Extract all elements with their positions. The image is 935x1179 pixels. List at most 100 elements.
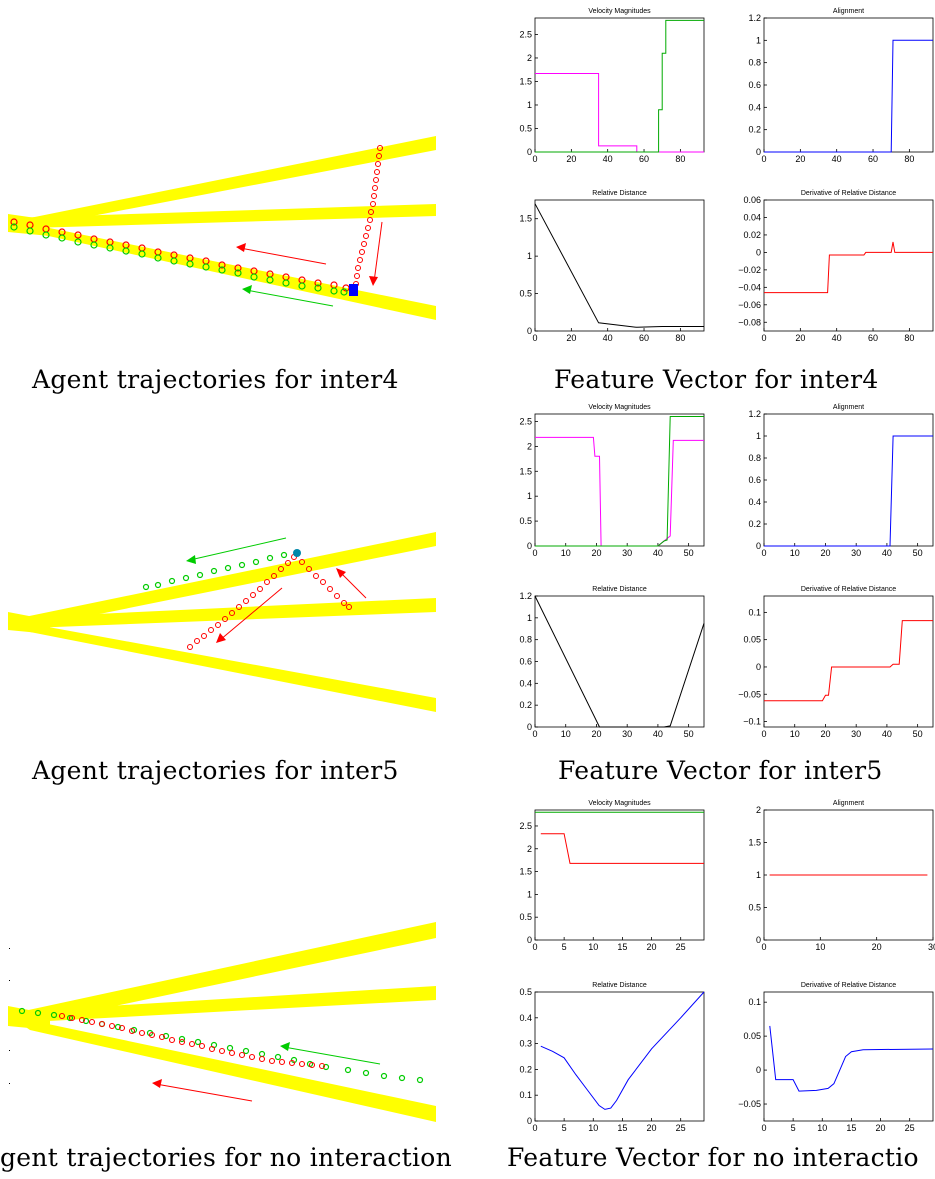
y-tick-label: 1 — [527, 251, 532, 261]
x-tick-label: 25 — [905, 1123, 915, 1133]
x-tick-label: 0 — [532, 333, 537, 343]
x-tick-label: 20 — [591, 729, 601, 739]
trajectory-scene-inter4 — [8, 136, 436, 320]
y-tick-label: 1 — [527, 100, 532, 110]
y-tick-label: 0 — [527, 935, 532, 945]
y-tick-label: −0.06 — [738, 300, 761, 310]
chart-title: Velocity Magnitudes — [588, 8, 651, 15]
x-tick-label: 0 — [532, 942, 537, 952]
y-tick-label: 0.8 — [748, 58, 761, 68]
x-tick-label: 10 — [588, 1123, 598, 1133]
chart-title: Derivative of Relative Distance — [801, 982, 896, 989]
x-tick-label: 10 — [561, 548, 571, 558]
y-tick-label: 2 — [527, 441, 532, 451]
feature-chart: Velocity Magnitudes 0 20 40 60 80 0 0.5 1 1.5 2 2.5 — [519, 8, 705, 164]
x-tick-label: 50 — [913, 548, 923, 558]
series-line — [535, 19, 704, 153]
y-tick-label: 0.05 — [743, 1031, 761, 1041]
y-tick-label: 0.4 — [748, 102, 761, 112]
y-tick-label: 1 — [527, 889, 532, 899]
series-line — [540, 833, 704, 864]
x-tick-label: 30 — [928, 942, 935, 952]
y-tick-label: 0 — [527, 147, 532, 157]
plot-frame — [763, 17, 934, 153]
feature-chart: Relative Distance 0 10 20 30 40 50 0 0.2 0.4 0.6 0.… — [519, 586, 705, 739]
blue-agent-marker — [293, 549, 301, 557]
y-tick-label: 0.5 — [519, 123, 532, 133]
y-tick-label: 1 — [527, 613, 532, 623]
chart-title: Relative Distance — [592, 586, 647, 593]
y-tick-label: 0.2 — [519, 1064, 532, 1074]
x-tick-label: 40 — [653, 548, 663, 558]
direction-arrows — [152, 1042, 381, 1102]
direction-arrows — [186, 537, 367, 643]
x-tick-label: 10 — [561, 729, 571, 739]
y-tick-label: 1.5 — [519, 76, 532, 86]
x-tick-label: 60 — [639, 154, 649, 164]
x-tick-label: 0 — [532, 154, 537, 164]
x-tick-label: 50 — [684, 548, 694, 558]
x-tick-label: 30 — [851, 729, 861, 739]
x-tick-label: 5 — [791, 1123, 796, 1133]
chart-title: Derivative of Relative Distance — [801, 586, 896, 593]
y-tick-label: 0.8 — [519, 635, 532, 645]
y-tick-label: 2.5 — [519, 29, 532, 39]
plot-frame — [763, 991, 934, 1122]
x-tick-label: 0 — [532, 548, 537, 558]
y-tick-label: 0 — [756, 662, 761, 672]
y-tick-label: −0.02 — [738, 265, 761, 275]
x-tick-label: 80 — [904, 333, 914, 343]
x-tick-label: 20 — [820, 729, 830, 739]
y-tick-label: 1.5 — [748, 838, 761, 848]
y-tick-label: −0.05 — [738, 689, 761, 699]
y-tick-label: 0.8 — [748, 453, 761, 463]
x-tick-label: 15 — [617, 942, 627, 952]
feature-chart: Alignment 0 10 20 30 40 50 0 0.2 0.4 0.6 0.8 1 1.2 — [748, 404, 934, 558]
y-tick-label: 0 — [756, 935, 761, 945]
x-tick-label: 20 — [876, 1123, 886, 1133]
x-tick-label: 20 — [647, 942, 657, 952]
plot-frame — [534, 413, 705, 547]
y-tick-label: 0.2 — [519, 700, 532, 710]
x-tick-label: 0 — [761, 1123, 766, 1133]
x-tick-label: 20 — [872, 942, 882, 952]
feature-chart: Derivative of Relative Distance 0 5 10 15 20 2… — [738, 982, 934, 1133]
red-trajectory-markers — [187, 554, 352, 650]
x-tick-label: 20 — [795, 154, 805, 164]
x-tick-label: 30 — [622, 729, 632, 739]
x-tick-label: 0 — [532, 1123, 537, 1133]
y-tick-label: 1 — [756, 35, 761, 45]
feature-chart: Velocity Magnitudes 0 10 20 30 40 50 0 0.5 1 1.5 2 2… — [519, 404, 705, 558]
plot-frame — [534, 991, 705, 1122]
x-tick-label: 10 — [790, 548, 800, 558]
x-tick-label: 20 — [820, 548, 830, 558]
series-line — [764, 620, 933, 702]
x-tick-label: 25 — [676, 942, 686, 952]
y-tick-label: 1.5 — [519, 466, 532, 476]
caption-left-inter4: Agent trajectories for inter4 — [32, 365, 399, 394]
y-tick-label: 0.02 — [743, 230, 761, 240]
caption-left-no-interaction: gent trajectories for no interaction — [0, 1143, 453, 1172]
x-tick-label: 60 — [639, 333, 649, 343]
y-tick-label: 0 — [527, 1116, 532, 1126]
plot-frame — [534, 595, 705, 728]
y-tick-label: 1 — [527, 491, 532, 501]
x-tick-label: 80 — [675, 154, 685, 164]
road-branches — [8, 136, 436, 320]
x-tick-label: 10 — [815, 942, 825, 952]
series-line — [534, 203, 704, 328]
y-tick-label: 1.5 — [519, 214, 532, 224]
y-tick-label: 0.2 — [748, 125, 761, 135]
y-tick-label: −0.05 — [738, 1099, 761, 1109]
feature-chart: Derivative of Relative Distance 0 10 20 30 40… — [738, 586, 934, 739]
x-tick-label: 40 — [882, 729, 892, 739]
y-tick-label: −0.08 — [738, 317, 761, 327]
x-tick-label: 0 — [761, 942, 766, 952]
y-tick-label: 0 — [527, 722, 532, 732]
series-line — [764, 39, 933, 153]
x-tick-label: 10 — [817, 1123, 827, 1133]
y-tick-label: 0 — [756, 541, 761, 551]
y-tick-label: 2.5 — [519, 821, 532, 831]
chart-title: Alignment — [833, 8, 864, 15]
y-tick-label: 0 — [527, 541, 532, 551]
